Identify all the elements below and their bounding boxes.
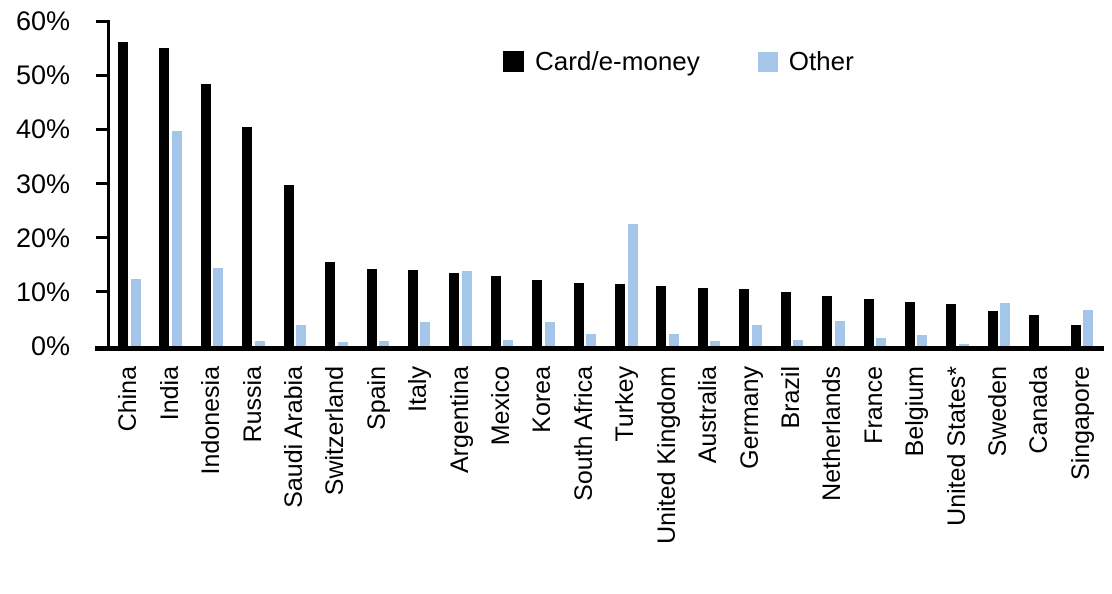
bar-other-russia xyxy=(254,341,265,346)
y-axis-tick-label-50: 50% xyxy=(15,60,70,91)
bar-card-e-money-south-africa xyxy=(573,282,584,346)
x-axis-label-united-states: United States* xyxy=(942,366,971,526)
bar-other-mexico xyxy=(503,339,514,346)
x-axis-label-italy: Italy xyxy=(404,366,433,412)
bar-other-germany xyxy=(751,325,762,346)
bar-card-e-money-spain xyxy=(366,269,377,346)
x-axis-label-singapore: Singapore xyxy=(1066,366,1095,480)
bar-card-e-money-germany xyxy=(739,288,750,346)
bar-other-china xyxy=(130,279,141,346)
x-axis-label-belgium: Belgium xyxy=(901,366,930,457)
x-axis-label-korea: Korea xyxy=(528,366,557,433)
x-axis-label-netherlands: Netherlands xyxy=(818,366,847,501)
x-axis-label-germany: Germany xyxy=(735,366,764,469)
bar-card-e-money-switzerland xyxy=(325,261,336,346)
bar-card-e-money-canada xyxy=(1029,314,1040,346)
bar-other-sweden xyxy=(1000,303,1011,346)
y-axis-tick-label-20: 20% xyxy=(15,222,70,253)
bar-card-e-money-turkey xyxy=(615,283,625,346)
x-axis-label-australia: Australia xyxy=(694,366,722,464)
legend-label-other: Other xyxy=(788,46,854,76)
legend-swatch-card-e-money xyxy=(503,51,524,72)
bar-card-e-money-italy xyxy=(407,269,418,346)
x-axis-label-china: China xyxy=(114,366,143,432)
x-axis-label-spain: Spain xyxy=(362,366,391,430)
bar-other-turkey xyxy=(627,223,638,346)
x-axis-label-saudi-arabia: Saudi Arabia xyxy=(279,366,308,508)
bar-card-e-money-china xyxy=(118,41,128,346)
bar-other-korea xyxy=(544,321,555,346)
bar-other-brazil xyxy=(793,340,804,346)
bar-other-argentina xyxy=(461,271,472,347)
bar-other-saudi-arabia xyxy=(296,324,307,346)
legend-label-card-e-money: Card/e-money xyxy=(535,46,700,76)
bar-card-e-money-united-kingdom xyxy=(656,286,667,346)
x-axis-label-united-kingdom: United Kingdom xyxy=(652,366,681,544)
y-axis-tick-30 xyxy=(96,182,108,185)
bar-other-belgium xyxy=(917,335,928,346)
bar-other-spain xyxy=(379,341,389,346)
bar-card-e-money-korea xyxy=(532,279,543,346)
bar-card-e-money-indonesia xyxy=(200,84,211,346)
x-axis-label-india: India xyxy=(155,366,184,421)
bar-card-e-money-india xyxy=(159,48,170,346)
bar-other-australia xyxy=(710,340,721,346)
x-axis-label-france: France xyxy=(859,366,888,444)
bar-other-switzerland xyxy=(337,342,348,346)
legend-item-other: Other xyxy=(757,46,854,77)
bar-card-e-money-saudi-arabia xyxy=(283,185,294,346)
legend-swatch-other xyxy=(757,51,778,72)
y-axis-tick-60 xyxy=(96,19,108,23)
x-axis-label-turkey: Turkey xyxy=(611,366,640,442)
bar-other-indonesia xyxy=(213,267,224,346)
x-axis-label-sweden: Sweden xyxy=(984,366,1012,457)
legend: Card/e-money Other xyxy=(503,46,854,77)
y-axis-tick-20 xyxy=(96,236,108,240)
y-axis-line xyxy=(107,20,110,349)
x-axis-label-argentina: Argentina xyxy=(445,366,474,474)
bar-other-italy xyxy=(420,321,431,346)
x-axis-label-canada: Canada xyxy=(1025,366,1054,454)
y-axis-tick-label-30: 30% xyxy=(15,168,70,199)
x-axis-label-russia: Russia xyxy=(238,366,267,443)
bar-other-netherlands xyxy=(834,320,845,346)
y-axis-tick-40 xyxy=(96,127,108,131)
bar-card-e-money-united-states xyxy=(946,303,957,347)
bar-other-india xyxy=(171,131,182,346)
bar-card-e-money-belgium xyxy=(904,301,915,346)
x-axis-label-brazil: Brazil xyxy=(776,366,805,429)
x-axis-line xyxy=(95,346,1104,351)
x-axis-label-mexico: Mexico xyxy=(487,366,515,446)
y-axis-tick-label-10: 10% xyxy=(15,276,70,307)
bar-card-e-money-singapore xyxy=(1070,325,1081,346)
y-axis-tick-label-40: 40% xyxy=(15,114,70,145)
bar-card-e-money-russia xyxy=(242,127,253,346)
x-axis-label-south-africa: South Africa xyxy=(569,366,598,501)
y-axis-tick-label-0: 0% xyxy=(30,331,70,361)
y-axis-tick-label-60: 60% xyxy=(15,6,70,36)
legend-item-card-e-money: Card/e-money xyxy=(503,46,700,77)
bar-other-united-kingdom xyxy=(668,333,679,346)
bar-card-e-money-sweden xyxy=(987,311,998,346)
bar-card-e-money-australia xyxy=(697,288,708,346)
x-axis-label-switzerland: Switzerland xyxy=(321,366,350,496)
bar-card-e-money-netherlands xyxy=(822,296,833,346)
bar-other-singapore xyxy=(1083,310,1094,347)
bar-card-e-money-argentina xyxy=(449,273,460,346)
y-axis-tick-50 xyxy=(96,73,108,77)
bar-card-e-money-brazil xyxy=(780,292,791,346)
bar-other-france xyxy=(876,337,886,346)
bar-card-e-money-france xyxy=(863,299,874,346)
bar-card-e-money-mexico xyxy=(490,276,501,346)
y-axis-tick-10 xyxy=(96,290,108,294)
x-axis-label-indonesia: Indonesia xyxy=(197,366,225,475)
bar-other-south-africa xyxy=(586,333,597,346)
bar-other-united-states xyxy=(958,344,969,346)
